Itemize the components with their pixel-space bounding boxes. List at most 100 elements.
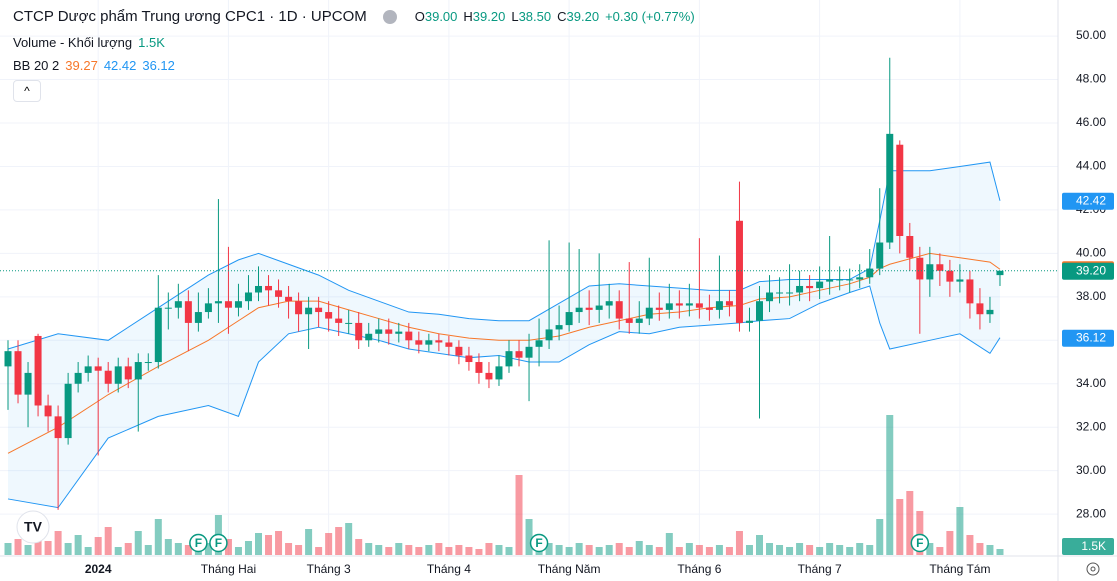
candle-body <box>154 307 162 363</box>
volume-bar <box>635 541 643 555</box>
price-tag-label: 42.42 <box>1076 193 1106 207</box>
volume-bar <box>585 545 593 555</box>
candle-body <box>836 279 844 281</box>
volume-bar <box>725 547 733 555</box>
event-circle <box>189 533 208 553</box>
volume-bar <box>956 507 964 555</box>
candle-body <box>325 312 333 319</box>
volume-bar <box>826 543 834 555</box>
x-tick-label: Tháng 6 <box>677 562 721 576</box>
candle-body <box>695 303 703 308</box>
candle-body <box>255 285 262 293</box>
volume-bar <box>375 545 383 555</box>
volume-bar <box>445 547 453 555</box>
event-marker: F <box>910 533 930 553</box>
candle-body <box>956 279 964 282</box>
candle-body <box>776 292 784 294</box>
candle-body <box>335 318 343 323</box>
volume-bar <box>505 547 513 555</box>
candle-body <box>615 301 623 319</box>
candle-body <box>976 303 984 315</box>
volume-bar <box>365 543 373 555</box>
candle-body <box>886 133 894 243</box>
event-marker: F <box>189 533 208 553</box>
volume-bar <box>655 547 663 555</box>
legend-main: CTCP Dược phẩm Trung ương CPC1 · 1D · UP… <box>13 8 695 25</box>
volume-bar <box>265 535 273 555</box>
ohlc-name: L <box>511 9 519 24</box>
volume-bar <box>936 547 944 555</box>
volume-bar <box>555 545 563 555</box>
candle-body <box>515 351 523 358</box>
candle-body <box>786 292 794 294</box>
volume-bar <box>134 531 142 555</box>
volume-bar <box>305 529 313 555</box>
price-tag: 39.20 <box>1062 262 1114 280</box>
candle-body <box>525 346 533 358</box>
volume-bar <box>184 545 192 555</box>
volume-bar <box>735 531 743 555</box>
volume-value: 1.5K <box>138 35 165 50</box>
candle-body <box>425 340 433 345</box>
volume-bar <box>976 543 984 555</box>
y-tick-label: 48.00 <box>1076 72 1106 86</box>
svg-text:TV: TV <box>24 519 43 535</box>
candle-body <box>194 312 202 323</box>
candle-body <box>906 235 914 258</box>
volume-bar <box>455 545 463 555</box>
candle-body <box>595 305 603 310</box>
volume-bar <box>966 535 974 555</box>
candle-body <box>34 335 42 406</box>
candle-body <box>4 351 12 367</box>
collapse-button[interactable]: ^ <box>13 80 41 102</box>
candle-body <box>224 301 232 308</box>
candle-body <box>345 322 353 324</box>
candle-body <box>475 362 483 373</box>
candle-body <box>896 144 904 236</box>
volume-bar <box>325 533 333 555</box>
bb-lower <box>7 285 1001 509</box>
candle-body <box>124 366 132 380</box>
x-tick-label: Tháng Hai <box>201 562 256 576</box>
candle-body <box>635 318 643 323</box>
candle-body <box>725 301 733 306</box>
candle-body <box>545 329 553 341</box>
settings-icon[interactable] <box>1086 562 1100 576</box>
price-tag-bg <box>1062 262 1114 280</box>
bb-value: 42.42 <box>103 58 137 73</box>
bb-fill <box>8 162 1000 508</box>
candle-body <box>415 340 423 345</box>
event-label: F <box>916 536 923 550</box>
volume-bar <box>946 531 954 555</box>
x-tick-label: Tháng 3 <box>307 562 351 576</box>
volume-bar <box>806 545 814 555</box>
volume-bar <box>846 547 854 555</box>
candle-body <box>184 301 192 323</box>
legend-bb: BB 20 2 39.27 42.42 36.12 <box>13 58 175 73</box>
volume-bar <box>295 545 303 555</box>
volume-bar <box>595 547 603 555</box>
candle-body <box>665 303 673 310</box>
y-tick-label: 50.00 <box>1076 28 1106 42</box>
candle-body <box>375 329 383 334</box>
x-tick-label: Tháng 7 <box>798 562 842 576</box>
price-tag-bg <box>1062 329 1114 347</box>
y-tick-label: 46.00 <box>1076 115 1106 129</box>
price-tag: 36.12 <box>1062 329 1114 347</box>
volume-tag: 1.5K <box>1062 538 1114 555</box>
candle-body <box>465 355 473 363</box>
volume-bar <box>545 543 553 555</box>
y-tick-label: 28.00 <box>1076 506 1106 520</box>
volume-bar <box>756 535 763 555</box>
volume-bar <box>14 539 22 555</box>
volume-bar <box>234 547 242 555</box>
candle-body <box>104 370 112 384</box>
price-tag-bg <box>1062 192 1114 210</box>
candle-body <box>365 333 373 341</box>
candle-body <box>735 220 743 323</box>
volume-bar <box>244 541 252 555</box>
candle-body <box>74 372 82 384</box>
candle-body <box>355 322 363 341</box>
volume-bar <box>144 545 152 555</box>
